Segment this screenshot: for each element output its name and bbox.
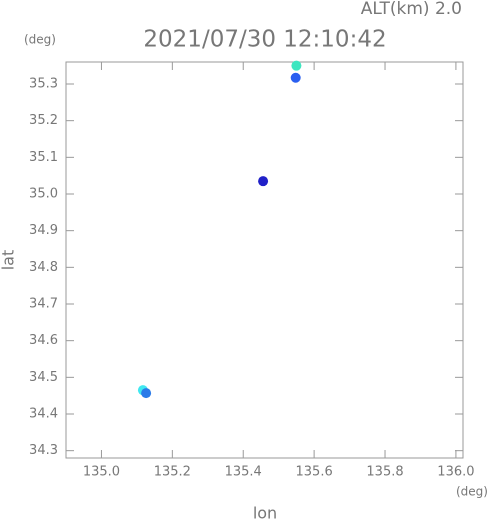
y-tick-label: 34.4: [29, 407, 58, 422]
echo-point: [141, 388, 152, 399]
echo-point: [290, 72, 301, 83]
x-unit: (deg): [456, 485, 488, 499]
y-tick-label: 35.1: [29, 150, 58, 165]
y-axis-label: lat: [0, 250, 18, 271]
y-tick-label: 34.6: [29, 333, 58, 348]
chart-title: 2021/07/30 12:10:42: [143, 27, 386, 53]
y-tick-label: 34.7: [29, 297, 58, 312]
y-tick-label: 34.3: [29, 443, 58, 458]
y-unit: (deg): [24, 33, 56, 47]
echo-point: [291, 60, 302, 71]
plot-frame: [65, 61, 464, 459]
x-tick-label: 136.0: [437, 465, 474, 480]
chart-subtitle: ALT(km) 2.0: [361, 0, 462, 19]
x-tick-label: 135.2: [154, 465, 191, 480]
x-tick-label: 135.0: [83, 465, 120, 480]
y-tick-label: 34.8: [29, 260, 58, 275]
echo-point: [258, 176, 269, 187]
x-tick-label: 135.4: [225, 465, 262, 480]
y-tick-label: 35.2: [29, 113, 58, 128]
x-tick-label: 135.6: [296, 465, 333, 480]
x-tick-label: 135.8: [366, 465, 403, 480]
y-tick-label: 35.0: [29, 187, 58, 202]
y-tick-label: 34.9: [29, 223, 58, 238]
y-tick-label: 35.3: [29, 77, 58, 92]
x-axis-label: lon: [253, 504, 277, 521]
y-tick-label: 34.5: [29, 370, 58, 385]
